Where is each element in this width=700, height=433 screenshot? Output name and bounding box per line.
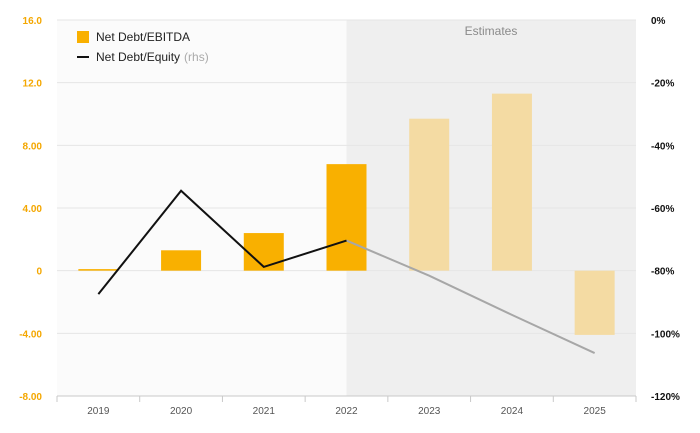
legend: Net Debt/EBITDA Net Debt/Equity (rhs): [77, 27, 209, 67]
x-tick-label: 2025: [584, 406, 607, 417]
estimates-label: Estimates: [464, 24, 518, 38]
y-right-tick-label: -120%: [651, 392, 680, 403]
line-estimate: [346, 239, 596, 354]
bar-2024: [491, 93, 532, 271]
line-actual: [97, 189, 347, 295]
legend-swatch-bar: [77, 31, 89, 43]
y-left-tick-label: 16.0: [23, 16, 43, 27]
x-tick-label: 2020: [170, 406, 193, 417]
y-left-tick-label: -4.00: [19, 329, 42, 340]
y-right-tick-label: -80%: [651, 267, 674, 278]
legend-label-line: Net Debt/Equity: [96, 50, 181, 64]
legend-label-bar: Net Debt/EBITDA: [96, 30, 191, 44]
bar-2021: [243, 233, 284, 271]
y-right-tick-label: -100%: [651, 329, 680, 340]
y-right-tick-label: -20%: [651, 79, 674, 90]
x-tick-label: 2022: [335, 406, 358, 417]
y-right-tick-label: 0%: [651, 16, 666, 27]
y-right-tick-label: -40%: [651, 141, 674, 152]
y-left-tick-label: 4.00: [23, 204, 43, 215]
legend-swatch-line: [77, 56, 89, 58]
bar-2019: [78, 269, 119, 271]
bar-2020: [161, 250, 202, 271]
legend-item-bar: Net Debt/EBITDA: [77, 27, 209, 47]
x-tick-label: 2024: [501, 406, 524, 417]
y-right-tick-label: -60%: [651, 204, 674, 215]
y-left-tick-label: -8.00: [19, 392, 42, 403]
bar-2022: [326, 164, 367, 271]
x-tick-label: 2021: [253, 406, 276, 417]
y-left-tick-label: 0: [36, 267, 42, 278]
legend-item-line: Net Debt/Equity (rhs): [77, 47, 209, 67]
bar-2025: [574, 270, 615, 335]
x-tick-label: 2019: [87, 406, 110, 417]
bar-2023: [409, 118, 450, 271]
y-left-tick-label: 8.00: [23, 141, 43, 152]
y-left-tick-label: 12.0: [23, 79, 43, 90]
legend-rhs-note: (rhs): [184, 50, 209, 64]
x-tick-label: 2023: [418, 406, 441, 417]
